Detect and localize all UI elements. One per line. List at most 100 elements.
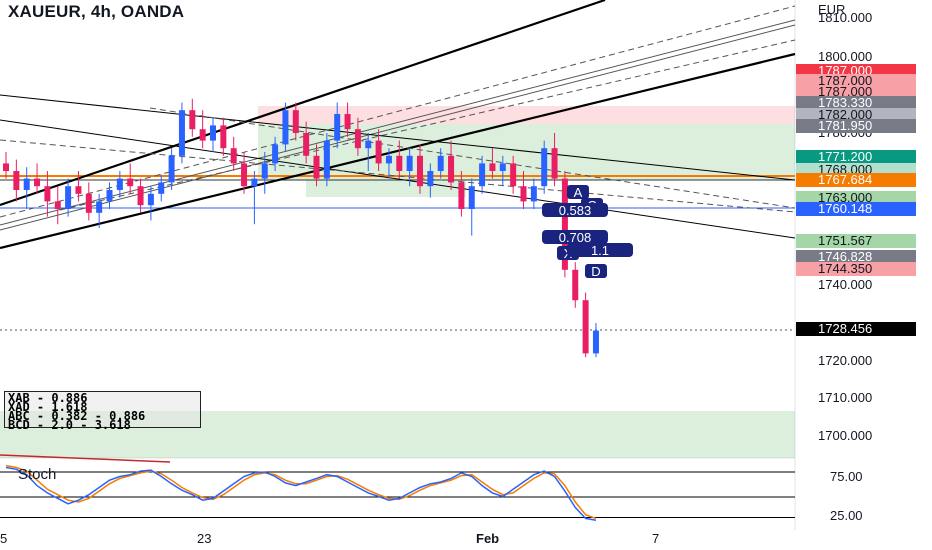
- candle-body: [592, 330, 599, 354]
- harmonic-point-d: D: [591, 264, 600, 279]
- ratio-label: 0.583: [559, 203, 592, 218]
- candle-body: [385, 155, 392, 164]
- candle-body: [427, 171, 434, 187]
- candle-body: [137, 186, 144, 206]
- green-zone-lower: [306, 180, 466, 197]
- candle-body: [489, 163, 496, 171]
- candle-body: [23, 178, 30, 190]
- candle-body: [510, 163, 517, 187]
- candle-body: [251, 178, 258, 187]
- candle-body: [116, 178, 123, 190]
- ratio-label-bg: [542, 230, 608, 244]
- candle-body: [365, 140, 372, 149]
- time-label-7: 7: [652, 531, 660, 546]
- price-tick: 1740.000: [818, 277, 873, 292]
- trend-line-6: [0, 119, 796, 239]
- candle-body: [189, 110, 196, 130]
- price-tag: 1751.567: [796, 234, 916, 248]
- candle-body: [354, 129, 361, 149]
- trend-line-1: [0, 52, 796, 250]
- ratio-label-bg: [542, 203, 608, 217]
- candle-body: [458, 182, 465, 209]
- candle-body: [530, 186, 537, 202]
- trend-line-4: [0, 5, 796, 218]
- candle-body: [127, 178, 134, 187]
- time-label-5: 5: [0, 531, 8, 546]
- trend-line-2: [0, 19, 796, 226]
- candle-body: [344, 114, 351, 130]
- candle-body: [375, 140, 382, 164]
- price-tick: 1800.000: [818, 49, 873, 64]
- candle-body: [572, 269, 579, 301]
- time-label-23: 23: [197, 531, 212, 546]
- time-label-feb: Feb: [476, 531, 500, 546]
- candle-body: [406, 155, 413, 171]
- candle-body: [13, 171, 20, 190]
- candle-body: [323, 140, 330, 179]
- candle-body: [75, 186, 82, 194]
- price-tag: 1787.000: [796, 85, 916, 99]
- candle-body: [168, 155, 175, 183]
- price-tag: 1783.330: [796, 96, 916, 110]
- xab-ratio: XAB - 0.886: [8, 391, 88, 405]
- xad-ratio: XAD - 1.618: [8, 400, 88, 414]
- price-tag: 1760.148: [796, 202, 916, 216]
- price-tag: 1782.000: [796, 108, 916, 122]
- candle-body: [230, 148, 237, 164]
- stoch-indicator-label[interactable]: Stoch: [18, 466, 57, 483]
- price-tag: 1728.456: [796, 322, 916, 336]
- price-tag: 1767.684: [796, 173, 916, 187]
- harmonic-point-bg: [585, 264, 607, 278]
- red-zone: [258, 106, 795, 124]
- candle-body: [396, 155, 403, 171]
- price-tag: 1771.200: [796, 150, 916, 164]
- candle-body: [96, 201, 103, 213]
- price-tick: 1700.000: [818, 428, 873, 443]
- candle-body: [178, 110, 185, 156]
- candle-body: [272, 144, 279, 164]
- candle-body: [479, 163, 486, 187]
- candle-body: [106, 190, 113, 202]
- ratio-label-bg: [567, 243, 633, 257]
- candle-body: [261, 163, 268, 179]
- candle-body: [282, 110, 289, 145]
- candle-body: [147, 193, 154, 206]
- ratio-label: 1.1: [591, 243, 609, 258]
- currency-label: EUR: [818, 2, 846, 17]
- candle-body: [448, 155, 455, 183]
- candle-body: [3, 163, 9, 171]
- stoch-k-line: [5, 466, 597, 521]
- candle-body: [437, 155, 444, 171]
- candle-body: [210, 125, 216, 141]
- candle-body: [199, 129, 206, 141]
- candle-body: [54, 201, 61, 209]
- candle-body: [551, 148, 558, 179]
- price-tick: 1710.000: [818, 390, 873, 405]
- candle-body: [313, 155, 320, 179]
- abc-ratio: ABC - 0.382 - 0.886: [8, 409, 146, 423]
- candle-body: [44, 186, 51, 202]
- candle-body: [582, 300, 589, 354]
- harmonic-point-bg: [567, 185, 589, 199]
- candle-body: [334, 114, 341, 141]
- price-tag: 1763.000: [796, 191, 916, 205]
- candle-body: [220, 125, 227, 149]
- bcd-ratio: BCD - 2.0 - 3.618: [8, 418, 131, 432]
- trend-line-5: [59, 39, 796, 211]
- candle-body: [241, 163, 248, 187]
- candle-body: [85, 193, 92, 213]
- price-tag: 1746.828: [796, 250, 916, 264]
- candle-body: [561, 178, 568, 270]
- stoch-d-line: [5, 464, 597, 520]
- candle-body: [541, 148, 548, 187]
- harmonic-point-a: A: [574, 185, 583, 200]
- symbol-title[interactable]: XAUEUR, 4h, OANDA: [8, 2, 185, 21]
- candle-body: [292, 110, 299, 133]
- ratio-label: 0.708: [559, 230, 592, 245]
- stoch-level-label: 25.00: [830, 508, 863, 523]
- trend-line-3: [0, 24, 796, 231]
- trend-line-10: [0, 454, 171, 463]
- price-tick: 1720.000: [818, 353, 873, 368]
- candle-body: [65, 186, 72, 209]
